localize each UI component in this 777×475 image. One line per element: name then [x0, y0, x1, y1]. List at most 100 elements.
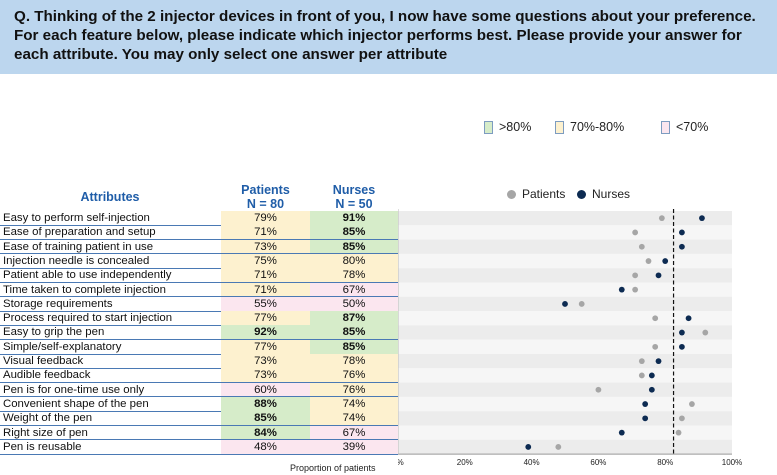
table-row: Storage requirements 55% 50%	[0, 296, 398, 312]
row-divider	[0, 310, 398, 312]
nurses-value: 76%	[310, 382, 398, 397]
range-label-low: <70%	[676, 120, 709, 134]
nurses-value: 85%	[310, 239, 398, 254]
range-legend-item-mid: 70%-80%	[555, 120, 624, 134]
nurses-value: 78%	[310, 354, 398, 369]
table-row: Right size of pen 84% 67%	[0, 425, 398, 440]
nurses-value: 39%	[310, 439, 398, 455]
nurses-point	[642, 401, 649, 407]
attribute-label: Storage requirements	[3, 297, 113, 310]
patients-point	[595, 386, 602, 393]
patients-point	[652, 343, 659, 350]
nurses-point	[679, 343, 685, 350]
table-row: Patient able to use independently 71% 78%	[0, 268, 398, 283]
legend-nurses-marker	[577, 189, 586, 199]
patients-point	[702, 329, 709, 336]
header-nurses-n: N = 50	[335, 197, 373, 211]
patients-value: 60%	[221, 382, 310, 397]
attribute-label: Time taken to complete injection	[3, 283, 166, 296]
plot-row-band	[398, 225, 732, 240]
patients-value: 77%	[221, 311, 310, 326]
attribute-label: Pen is for one-time use only	[3, 383, 145, 396]
patients-value: 73%	[221, 368, 310, 383]
row-divider	[0, 224, 398, 226]
row-divider	[0, 425, 398, 426]
patients-point	[632, 286, 639, 293]
nurses-value: 80%	[310, 253, 398, 269]
range-legend-item-high: >80%	[484, 120, 531, 134]
row-divider	[0, 267, 398, 269]
patients-point	[652, 315, 659, 322]
range-label-mid: 70%-80%	[570, 120, 625, 134]
patients-value: 75%	[221, 253, 310, 269]
range-label-high: >80%	[499, 120, 532, 134]
nurses-value: 85%	[310, 339, 398, 354]
attribute-label: Ease of preparation and setup	[3, 226, 156, 239]
attribute-label: Easy to perform self-injection	[3, 212, 150, 224]
row-divider	[0, 296, 398, 298]
nurses-point	[679, 243, 685, 250]
nurses-point	[655, 272, 662, 279]
row-divider	[0, 410, 398, 412]
row-divider	[0, 439, 398, 441]
patients-point	[578, 301, 585, 307]
header-attributes: Attributes	[80, 190, 140, 204]
x-axis-label: Proportion of patients	[290, 463, 376, 473]
nurses-value: 76%	[310, 368, 398, 383]
patients-value: 71%	[221, 282, 310, 297]
legend-nurses-label: Nurses	[592, 187, 631, 201]
plot-row-band	[398, 311, 732, 326]
nurses-point	[562, 301, 568, 307]
patients-point	[679, 415, 685, 422]
plot-row-band	[398, 239, 732, 254]
nurses-value: 85%	[310, 325, 398, 340]
attribute-label: Simple/self-explanatory	[3, 340, 122, 353]
range-swatch-high	[484, 120, 493, 134]
plot-row-band	[398, 411, 732, 426]
nurses-value: 91%	[310, 211, 398, 226]
attribute-label: Pen is reusable	[3, 440, 82, 453]
question-banner: Q. Thinking of the 2 injector devices in…	[0, 0, 777, 74]
patients-value: 77%	[221, 339, 310, 354]
patients-point	[632, 229, 639, 236]
plot-row-band	[398, 268, 732, 283]
table-row: Simple/self-explanatory 77% 85%	[0, 339, 398, 354]
header-patients-n: N = 80	[246, 197, 285, 211]
table-row: Pen is reusable 48% 39%	[0, 439, 398, 455]
table-row: Injection needle is concealed 75% 80%	[0, 253, 398, 269]
nurses-point	[679, 329, 685, 336]
row-divider	[0, 453, 398, 455]
table-row: Ease of preparation and setup 71% 85%	[0, 225, 398, 240]
nurses-point	[642, 415, 649, 422]
nurses-value: 74%	[310, 411, 398, 426]
row-divider	[0, 367, 398, 369]
row-divider	[0, 253, 398, 255]
attribute-label: Weight of the pen	[3, 412, 93, 425]
plot-row-band	[398, 211, 732, 226]
patients-value: 73%	[221, 239, 310, 254]
nurses-point	[655, 358, 662, 365]
table-row: Easy to grip the pen 92% 85%	[0, 325, 398, 340]
patients-point	[555, 444, 562, 450]
patients-value: 55%	[221, 296, 310, 312]
patients-point	[675, 429, 682, 436]
patients-point	[638, 358, 645, 365]
table-row: Convenient shape of the pen 88% 74%	[0, 396, 398, 412]
plot-row-band	[398, 325, 732, 340]
header-patients-label: Patients	[241, 183, 290, 197]
attribute-label: Injection needle is concealed	[3, 254, 150, 267]
patients-point	[632, 272, 639, 279]
patients-value: 84%	[221, 425, 310, 440]
legend-nurses: Nurses	[577, 187, 630, 201]
legend-patients: Patients	[507, 187, 565, 201]
patients-value: 92%	[221, 325, 310, 340]
table-row: Weight of the pen 85% 74%	[0, 411, 398, 426]
header-nurses: Nurses N = 50	[310, 183, 398, 211]
plot-row-band	[398, 382, 732, 397]
x-tick-label: 0%	[398, 458, 404, 465]
plot-row-band	[398, 439, 732, 455]
x-tick-label: 60%	[590, 458, 606, 465]
dot-plot: 0% 20% 40% 60% 80% 100%	[398, 209, 742, 465]
header-patients: Patients N = 80	[221, 183, 310, 211]
x-tick-label: 40%	[524, 458, 540, 465]
